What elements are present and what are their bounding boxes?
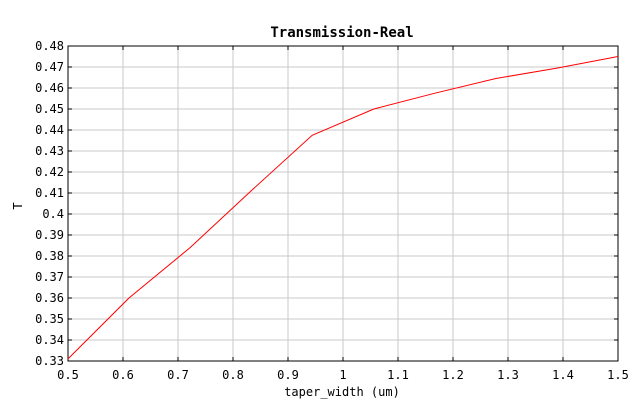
x-tick-label: 0.5: [57, 368, 79, 382]
series-lines: [67, 56, 619, 360]
y-tick-label: 0.4: [42, 207, 64, 221]
y-tick-label: 0.45: [35, 102, 64, 116]
y-tick-label: 0.33: [35, 354, 64, 368]
y-tick-label: 0.47: [35, 60, 64, 74]
y-tick-label: 0.43: [35, 144, 64, 158]
y-axis-ticks: 0.33 0.34 0.35 0.36 0.37 0.38 0.39 0.4 0.41 0.42 0…: [35, 39, 618, 368]
series-line-1: [67, 56, 619, 360]
x-tick-label: 1.5: [607, 368, 629, 382]
y-tick-label: 0.37: [35, 270, 64, 284]
grid-lines: [67, 45, 619, 362]
y-axis-title: T: [11, 202, 25, 209]
x-tick-label: 1.4: [552, 368, 574, 382]
chart-title: Transmission-Real: [270, 25, 413, 41]
x-axis-title: taper_width (um): [284, 385, 400, 399]
x-tick-label: 1.3: [497, 368, 519, 382]
y-tick-label: 0.46: [35, 81, 64, 95]
y-tick-label: 0.39: [35, 228, 64, 242]
y-tick-label: 0.35: [35, 312, 64, 326]
y-tick-label: 0.44: [35, 123, 64, 137]
x-tick-label: 1.2: [442, 368, 464, 382]
x-tick-label: 0.9: [277, 368, 299, 382]
y-tick-label: 0.42: [35, 165, 64, 179]
x-tick-label: 1.1: [387, 368, 409, 382]
x-tick-label: 0.6: [112, 368, 134, 382]
x-tick-label: 0.7: [167, 368, 189, 382]
y-tick-label: 0.36: [35, 291, 64, 305]
y-tick-label: 0.38: [35, 249, 64, 263]
y-tick-label: 0.34: [35, 333, 64, 347]
y-tick-label: 0.41: [35, 186, 64, 200]
x-tick-label: 0.8: [222, 368, 244, 382]
x-tick-label: 1: [339, 368, 346, 382]
y-tick-label: 0.48: [35, 39, 64, 53]
x-axis-ticks: 0.5 0.6 0.7 0.8 0.9 1 1.1 1.2 1.3 1.4 1.5: [57, 46, 629, 382]
